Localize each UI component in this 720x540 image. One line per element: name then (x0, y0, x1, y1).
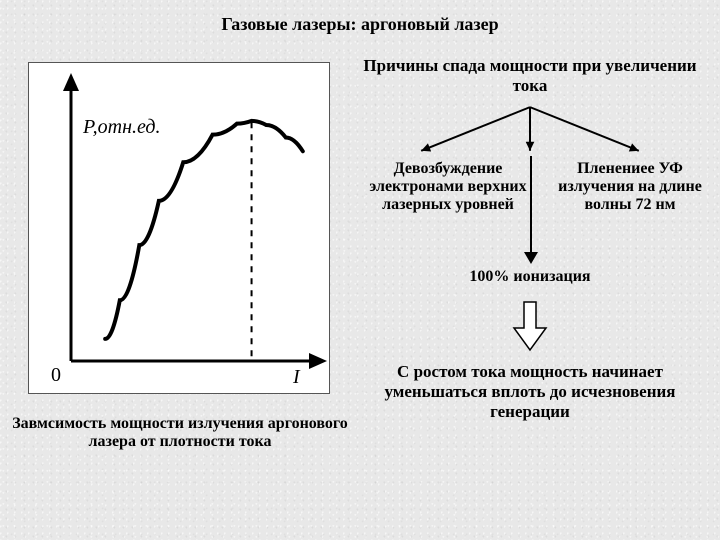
cause-deexcitation: Девозбуждение электронами верхних лазерн… (358, 160, 538, 214)
cause-uv-trapping: Пленениее УФ излучения на длине волны 72… (548, 160, 712, 214)
mid-arrow-head (524, 252, 538, 264)
svg-text:P,отн.ед.: P,отн.ед. (82, 116, 161, 138)
hollow-down-arrow-icon (510, 298, 550, 354)
mid-arrow-shaft (530, 156, 532, 254)
conclusion-text: С ростом тока мощность начинает уменьшат… (350, 362, 710, 422)
power-vs-current-chart: 0 P,отн.ед. I (28, 62, 330, 394)
svg-text:I: I (292, 366, 301, 388)
branch-arrows (360, 104, 700, 156)
page-title: Газовые лазеры: аргоновый лазер (0, 14, 720, 35)
svg-text:0: 0 (51, 364, 61, 386)
chart-caption: Завмсимость мощности излучения аргоновог… (0, 415, 360, 451)
chart-svg: 0 P,отн.ед. I (29, 63, 329, 393)
causes-heading: Причины спада мощности при увеличении то… (360, 56, 700, 96)
cause-ionization: 100% ионизация (430, 268, 630, 286)
